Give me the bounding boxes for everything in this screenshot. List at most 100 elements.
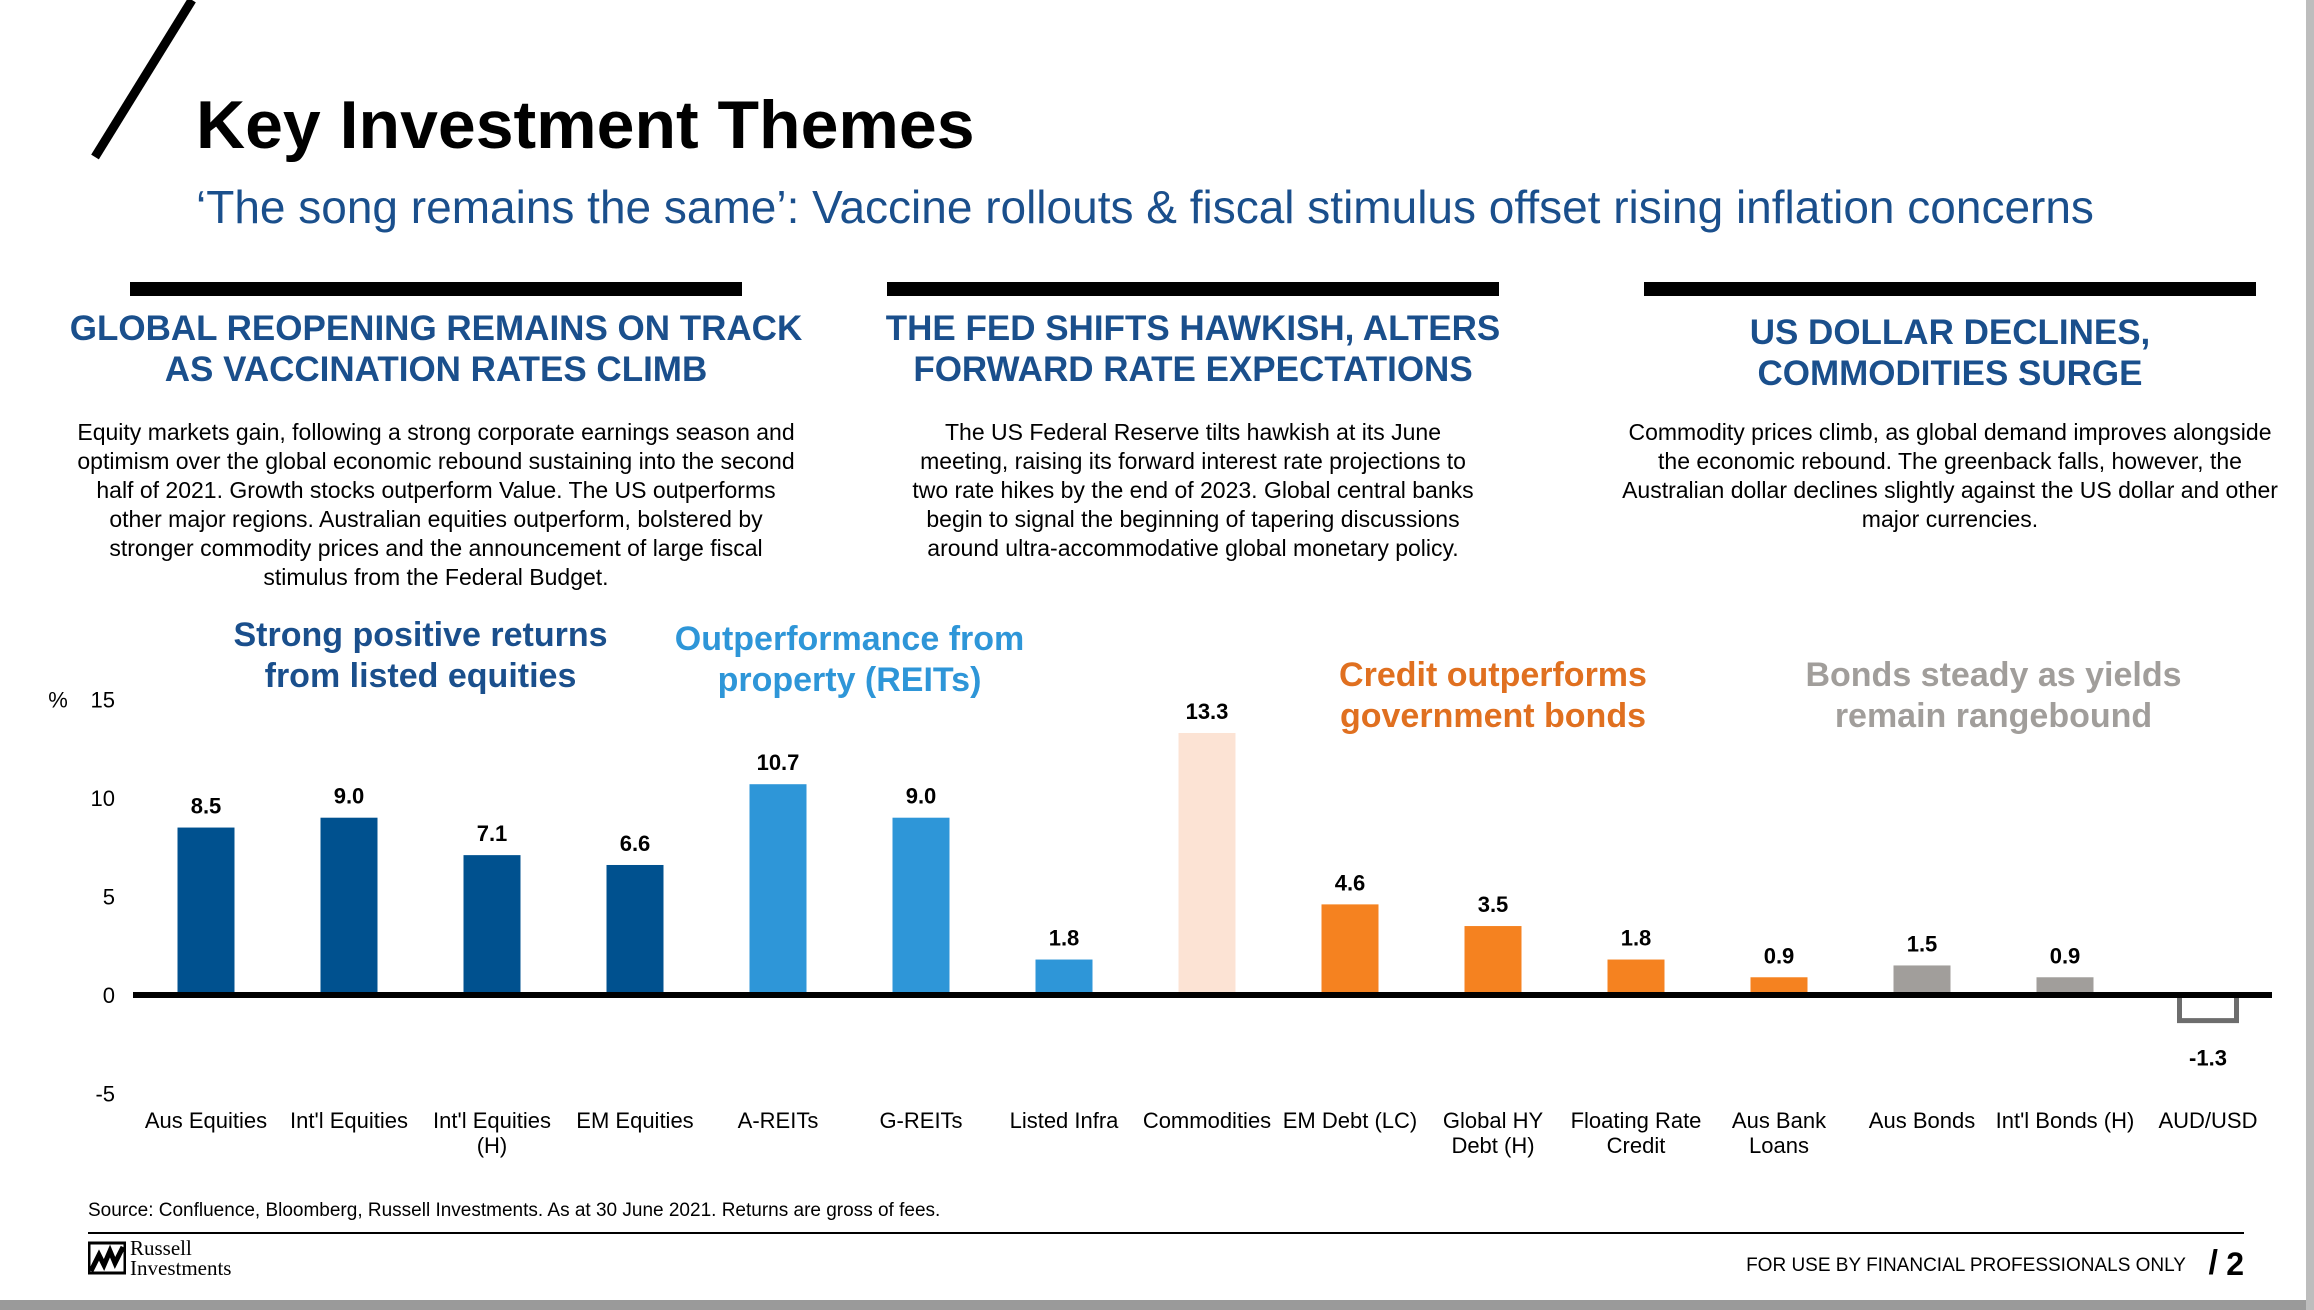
data-label: -1.3 bbox=[2189, 1046, 2227, 1071]
page-separator: / bbox=[2208, 1244, 2218, 1282]
theme-body-line: begin to signal the beginning of taperin… bbox=[926, 506, 1460, 532]
theme-heading-line: US DOLLAR DECLINES, bbox=[1749, 313, 2151, 352]
data-label: 7.1 bbox=[477, 821, 508, 846]
y-tick-label: 0 bbox=[103, 983, 115, 1008]
page-subtitle: ‘The song remains the same’: Vaccine rol… bbox=[196, 181, 2094, 233]
theme-heading-line: AS VACCINATION RATES CLIMB bbox=[164, 350, 708, 389]
footer-rule bbox=[88, 1232, 2244, 1234]
y-tick-label: 5 bbox=[103, 885, 115, 910]
russell-logo: Russell Investments bbox=[88, 1236, 232, 1280]
data-label: 1.8 bbox=[1049, 926, 1080, 951]
y-tick-label: 10 bbox=[91, 786, 115, 811]
theme-top-bar bbox=[887, 282, 1499, 296]
russell-logo-icon bbox=[88, 1241, 126, 1275]
x-tick-label: Floating Rate bbox=[1571, 1108, 1702, 1133]
theme-heading: THE FED SHIFTS HAWKISH, ALTERS FORWARD R… bbox=[813, 308, 1573, 394]
data-label: 9.0 bbox=[906, 784, 937, 809]
theme-heading-line: FORWARD RATE EXPECTATIONS bbox=[913, 350, 1473, 389]
x-tick-label: EM Equities bbox=[576, 1108, 693, 1133]
returns-bar-chart: % 15 10 5 0 -5 8.5 9.0 7.1 6.6 10.7 9.0 1.8 13.3 4.6 3.… bbox=[48, 616, 2272, 1158]
theme-column-fed: THE FED SHIFTS HAWKISH, ALTERS FORWARD R… bbox=[813, 282, 1573, 563]
x-tick-label: Global HY bbox=[1443, 1108, 1544, 1133]
x-tick-label: Int'l Equities bbox=[433, 1108, 551, 1133]
x-tick-label: AUD/USD bbox=[2158, 1108, 2257, 1133]
bottom-strip bbox=[0, 1300, 2314, 1310]
logo-line-2: Investments bbox=[130, 1256, 232, 1280]
data-label: 8.5 bbox=[191, 794, 222, 819]
data-label: 10.7 bbox=[757, 750, 800, 775]
x-tick-label: Loans bbox=[1749, 1133, 1809, 1158]
x-tick-label: Debt (H) bbox=[1451, 1133, 1534, 1158]
chart-annotation: property (REITs) bbox=[718, 661, 982, 699]
theme-column-reopening: GLOBAL REOPENING REMAINS ON TRACK AS VAC… bbox=[56, 282, 816, 592]
chart-annotation: Bonds steady as yields bbox=[1805, 656, 2181, 694]
theme-body-line: the economic rebound. The greenback fall… bbox=[1658, 448, 2242, 474]
data-label: 6.6 bbox=[620, 831, 651, 856]
theme-heading: US DOLLAR DECLINES, COMMODITIES SURGE bbox=[1570, 308, 2314, 394]
chart-annotation: Outperformance from bbox=[675, 620, 1025, 658]
source-note: Source: Confluence, Bloomberg, Russell I… bbox=[88, 1200, 941, 1221]
theme-body-line: Australian dollar declines slightly agai… bbox=[1622, 477, 2278, 503]
bar-9 bbox=[1464, 926, 1522, 995]
logo-line-1: Russell bbox=[130, 1236, 192, 1260]
theme-body-line: half of 2021. Growth stocks outperform V… bbox=[96, 477, 776, 503]
chart-annotation: from listed equities bbox=[265, 657, 577, 695]
chart-annotation: remain rangebound bbox=[1835, 697, 2152, 735]
bar-13 bbox=[2036, 977, 2094, 995]
theme-top-bar bbox=[1644, 282, 2256, 296]
bar-5 bbox=[892, 817, 950, 995]
x-tick-label: G-REITs bbox=[879, 1108, 962, 1133]
x-tick-label: Int'l Bonds (H) bbox=[1996, 1108, 2135, 1133]
theme-column-dollar: US DOLLAR DECLINES, COMMODITIES SURGE Co… bbox=[1570, 282, 2314, 534]
x-tick-label: Aus Equities bbox=[145, 1108, 267, 1133]
x-tick-label: Aus Bonds bbox=[1869, 1108, 1975, 1133]
theme-body-line: meeting, raising its forward interest ra… bbox=[920, 448, 1466, 474]
data-label: 4.6 bbox=[1335, 870, 1366, 895]
bar-3 bbox=[606, 864, 664, 995]
theme-body-line: around ultra-accommodative global moneta… bbox=[927, 535, 1459, 561]
bar-10 bbox=[1607, 959, 1665, 995]
theme-body-line: other major regions. Australian equities… bbox=[109, 506, 763, 532]
theme-body-line: The US Federal Reserve tilts hawkish at … bbox=[945, 419, 1441, 445]
x-tick-label: A-REITs bbox=[738, 1108, 819, 1133]
bar-14 bbox=[2177, 992, 2239, 1024]
theme-heading-line: COMMODITIES SURGE bbox=[1757, 354, 2143, 393]
theme-top-bar bbox=[130, 282, 742, 296]
theme-heading-line: THE FED SHIFTS HAWKISH, ALTERS bbox=[885, 309, 1501, 348]
data-label: 9.0 bbox=[334, 784, 365, 809]
bar-2 bbox=[463, 855, 521, 995]
theme-body-line: two rate hikes by the end of 2023. Globa… bbox=[912, 477, 1474, 503]
bar-4 bbox=[749, 784, 807, 995]
chart-annotation: Credit outperforms bbox=[1339, 656, 1647, 694]
bar-12 bbox=[1893, 965, 1951, 995]
slash-accent bbox=[91, 0, 196, 160]
y-axis-label: % bbox=[48, 688, 68, 713]
chart-annotation: government bonds bbox=[1340, 697, 1646, 735]
page-number: 2 bbox=[2226, 1246, 2244, 1282]
bar-6 bbox=[1035, 959, 1093, 995]
y-tick-label: -5 bbox=[95, 1082, 115, 1107]
x-tick-label: Aus Bank bbox=[1732, 1108, 1827, 1133]
chart-annotation: Strong positive returns bbox=[233, 616, 607, 654]
right-edge bbox=[2306, 0, 2314, 1310]
bar-0 bbox=[177, 827, 235, 995]
x-tick-label: Credit bbox=[1607, 1133, 1666, 1158]
bar-7 bbox=[1178, 732, 1236, 995]
x-tick-label: EM Debt (LC) bbox=[1283, 1108, 1417, 1133]
bar-1 bbox=[320, 817, 378, 995]
data-label: 0.9 bbox=[2050, 943, 2081, 968]
x-tick-label: Commodities bbox=[1143, 1108, 1271, 1133]
theme-body-line: optimism over the global economic reboun… bbox=[77, 448, 795, 474]
x-tick-label: (H) bbox=[477, 1133, 508, 1158]
theme-body: Commodity prices climb, as global demand… bbox=[1570, 418, 2314, 534]
x-tick-label: Int'l Equities bbox=[290, 1108, 408, 1133]
theme-heading-line: GLOBAL REOPENING REMAINS ON TRACK bbox=[69, 309, 803, 348]
theme-body-line: Commodity prices climb, as global demand… bbox=[1628, 419, 2272, 445]
data-label: 0.9 bbox=[1764, 943, 1795, 968]
y-tick-label: 15 bbox=[91, 688, 115, 713]
theme-body: Equity markets gain, following a strong … bbox=[56, 418, 816, 592]
bar-11 bbox=[1750, 977, 1808, 995]
data-label: 1.8 bbox=[1621, 926, 1652, 951]
data-label: 1.5 bbox=[1907, 931, 1938, 956]
theme-body: The US Federal Reserve tilts hawkish at … bbox=[813, 418, 1573, 563]
